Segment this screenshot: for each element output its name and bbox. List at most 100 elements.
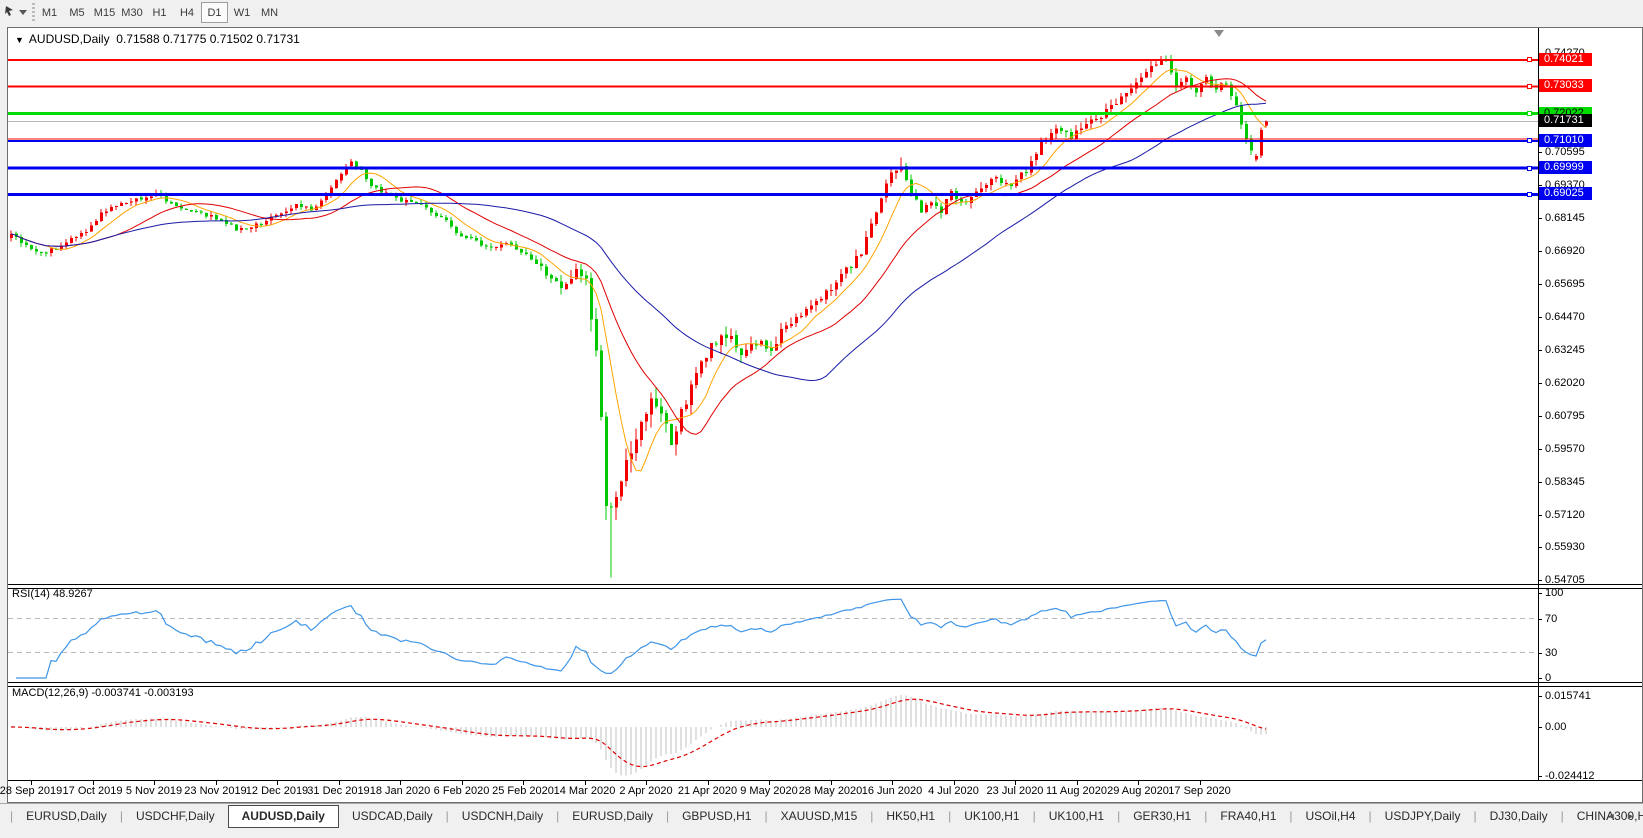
hline-handle[interactable] [1527, 165, 1532, 171]
rsi-tick-label: 30 [1545, 646, 1558, 659]
pane-separator-macd[interactable] [8, 682, 1642, 687]
rsi-indicator-label: RSI(14) 48.9267 [12, 588, 93, 600]
chart-tab-USDCNH-Daily[interactable]: USDCNH,Daily [461, 809, 544, 823]
price-tick-mark [1538, 218, 1542, 219]
price-tick-mark [1538, 317, 1542, 318]
chart-tab-USDCAD-Daily[interactable]: USDCAD,Daily [351, 809, 433, 823]
date-tick-mark [461, 781, 463, 785]
price-tick-mark [1538, 580, 1542, 581]
price-tick-label: 0.66920 [1545, 245, 1585, 257]
date-tick-mark [584, 781, 586, 785]
date-tick-mark [154, 781, 155, 785]
price-tick-mark [1538, 482, 1542, 483]
timeframe-button-H1[interactable]: H1 [152, 7, 167, 19]
hline-handle[interactable] [1527, 83, 1532, 89]
macd-tick-mark [1538, 727, 1542, 728]
chart-tab-EURUSD-Daily[interactable]: EURUSD,Daily [572, 809, 653, 823]
main-chart-canvas[interactable] [8, 28, 1538, 584]
chart-tab-UK100-H1[interactable]: UK100,H1 [964, 809, 1020, 823]
price-tick-mark [1538, 547, 1542, 548]
pane-separator-rsi[interactable] [8, 584, 1642, 589]
chart-tab-CHINA300-H1[interactable]: CHINA300,H1 [1576, 809, 1643, 823]
price-tick-label: 0.68145 [1545, 212, 1585, 224]
price-axis-line [1538, 28, 1539, 780]
timeframe-button-M1[interactable]: M1 [41, 7, 58, 19]
hline-price-badge: 0.69999 [1539, 161, 1592, 175]
chart-cursor-icon[interactable] [3, 3, 29, 22]
timeframe-button-M15[interactable]: M15 [93, 7, 116, 19]
chart-tab-UK100-H1[interactable]: UK100,H1 [1048, 809, 1105, 823]
price-tick-mark [1538, 152, 1542, 153]
tab-separator: | [764, 809, 768, 823]
date-label: 2 Apr 2020 [619, 785, 673, 797]
chart-tab-GBPUSD-H1[interactable]: GBPUSD,H1 [682, 809, 752, 823]
date-tick-mark [707, 781, 709, 785]
timeframe-button-H4[interactable]: H4 [179, 7, 195, 19]
macd-pane-canvas[interactable] [8, 686, 1538, 780]
date-label: 4 Jul 2020 [928, 785, 979, 797]
chart-tab-USDJPY-Daily[interactable]: USDJPY,Daily [1384, 809, 1461, 823]
chart-tab-HK50-H1[interactable]: HK50,H1 [886, 809, 936, 823]
date-tick-mark [830, 781, 832, 785]
date-tick-mark [338, 781, 340, 785]
date-label: 29 Aug 2020 [1107, 785, 1169, 797]
macd-tick-label: 0.015741 [1545, 689, 1591, 702]
date-label: 11 Aug 2020 [1046, 785, 1107, 797]
price-tick-label: 0.62020 [1545, 377, 1585, 389]
chart-tab-XAUUSD-M15[interactable]: XAUUSD,M15 [780, 809, 858, 823]
chart-ohlc-values: 0.71588 0.71775 0.71502 0.71731 [116, 32, 300, 46]
date-tick-mark [1138, 781, 1139, 785]
tab-separator: | [665, 809, 670, 823]
date-label: 21 Apr 2020 [677, 785, 738, 797]
date-tick-mark [277, 781, 278, 785]
rsi-pane-canvas[interactable] [8, 589, 1538, 682]
hline-handle[interactable] [1527, 111, 1532, 117]
price-tick-label: 0.55930 [1545, 541, 1585, 553]
tab-separator: | [870, 809, 874, 823]
chart-title: ▼ AUDUSD,Daily 0.71588 0.71775 0.71502 0.… [15, 32, 300, 46]
chart-shift-marker[interactable] [1214, 30, 1224, 37]
date-label: 23 Jul 2020 [986, 785, 1044, 797]
chevron-down-icon[interactable] [19, 10, 27, 15]
toolbar-grip[interactable] [32, 3, 35, 22]
hline-handle[interactable] [1527, 138, 1532, 144]
chart-tab-DJ30-Daily[interactable]: DJ30,Daily [1489, 809, 1548, 823]
price-tick-mark [1538, 416, 1542, 417]
timeframe-button-MN[interactable]: MN [260, 7, 279, 19]
hline-price-badge: 0.74021 [1539, 52, 1592, 66]
date-label: 28 May 2020 [798, 785, 863, 797]
date-label: 31 Dec 2019 [307, 785, 370, 797]
hline-price-badge: 0.69025 [1539, 187, 1592, 201]
price-tick-mark [1538, 449, 1542, 450]
timeframe-button-M30[interactable]: M30 [121, 7, 143, 19]
time-axis-line [8, 780, 1642, 781]
timeframe-button-M5[interactable]: M5 [69, 7, 85, 19]
date-tick-mark [1199, 781, 1201, 785]
tab-scroll-arrows[interactable]: ◄ ► [1606, 811, 1639, 821]
date-tick-mark [1015, 781, 1016, 785]
timeframe-button-W1[interactable]: W1 [233, 7, 251, 19]
chart-tab-EURUSD-Daily[interactable]: EURUSD,Daily [26, 809, 107, 823]
hline-handle[interactable] [1527, 57, 1532, 63]
chart-collapse-icon[interactable]: ▼ [15, 35, 24, 45]
date-label: 14 Mar 2020 [553, 785, 616, 797]
tab-separator: | [445, 809, 449, 823]
chart-tab-GER30-H1[interactable]: GER30,H1 [1133, 809, 1192, 823]
chart-tab-USDCHF-Daily[interactable]: USDCHF,Daily [135, 809, 215, 823]
chart-tab-AUDUSD-Daily[interactable]: AUDUSD,Daily [227, 804, 339, 828]
price-tick-mark [1538, 251, 1542, 252]
price-tick-label: 0.63245 [1545, 344, 1585, 356]
date-label: 16 Jun 2020 [861, 785, 923, 797]
chart-tab-FRA40-H1[interactable]: FRA40,H1 [1220, 809, 1277, 823]
date-label: 18 Jan 2020 [369, 785, 431, 797]
tab-separator: | [1368, 809, 1372, 823]
current-price-badge: 0.71731 [1539, 114, 1592, 128]
hline-handle[interactable] [1527, 191, 1532, 197]
date-tick-mark [646, 781, 647, 785]
time-axis[interactable]: 28 Sep 2019 17 Oct 2019 5 Nov 2019 23 No… [0, 781, 1538, 801]
timeframe-button-D1[interactable]: D1 [201, 2, 228, 23]
date-label: 9 May 2020 [740, 785, 798, 797]
chart-tab-USOil-H4[interactable]: USOil,H4 [1305, 809, 1356, 823]
tab-separator: | [556, 809, 560, 823]
